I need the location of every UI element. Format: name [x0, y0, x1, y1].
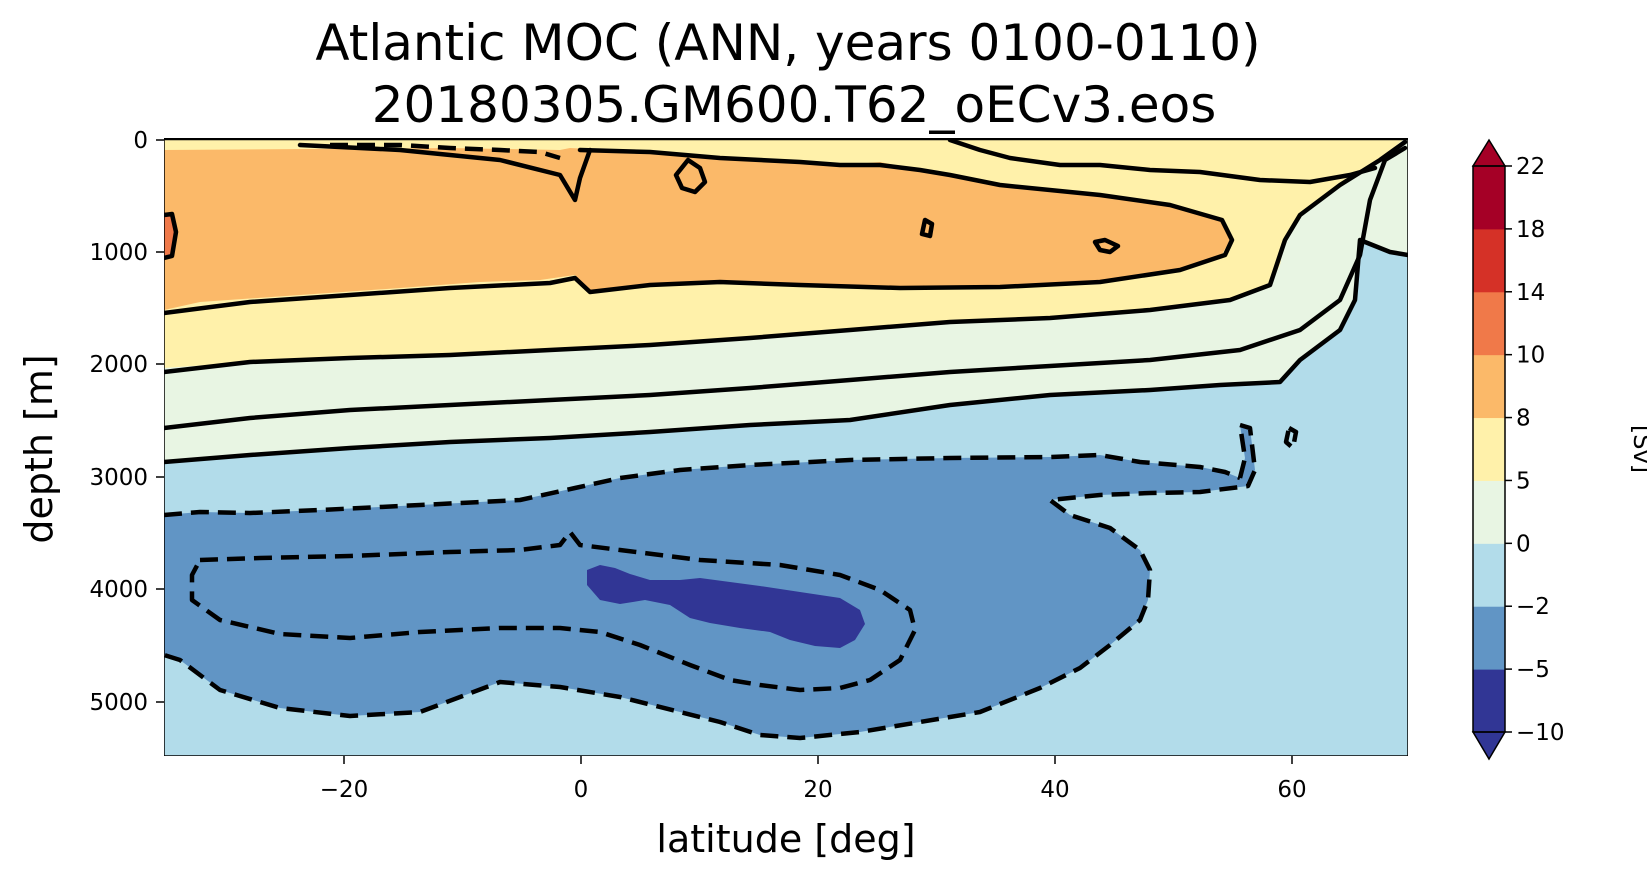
y-axis: 0 1000 2000 3000 4000 5000 depth [m] [17, 128, 164, 716]
colorbar-tick-label: 18 [1516, 217, 1545, 243]
colorbar-bands [1473, 166, 1505, 733]
negative-contours [164, 142, 1299, 741]
overturning-core-8-10 [164, 148, 1230, 310]
colorbar-tick-label: −10 [1516, 720, 1565, 746]
y-tick-label: 2000 [89, 352, 148, 378]
x-tick-label: 40 [1040, 777, 1069, 803]
y-tick-label: 1000 [89, 240, 148, 266]
colorbar-tick-label: −2 [1516, 594, 1550, 620]
colorbar-band [1473, 354, 1505, 419]
plot-area [164, 138, 1408, 756]
colorbar-ticks: −10 −5 −2 0 5 8 10 14 18 22 [1505, 154, 1565, 746]
x-axis: −20 0 20 40 60 latitude [deg] [320, 756, 1307, 861]
colorbar-label: [Sv] [1628, 425, 1647, 473]
colorbar-tick-label: 0 [1516, 531, 1531, 557]
y-tick-label: 4000 [89, 577, 148, 603]
x-tick-label: −20 [320, 777, 369, 803]
y-axis-label: depth [m] [17, 354, 61, 543]
x-axis-label: latitude [deg] [656, 817, 915, 861]
colorbar-band [1473, 228, 1505, 293]
colorbar-band [1473, 480, 1505, 544]
colorbar-band [1473, 669, 1505, 733]
colorbar-tick-label: 8 [1516, 406, 1531, 432]
colorbar-tick-label: −5 [1516, 657, 1550, 683]
colorbar: −10 −5 −2 0 5 8 10 14 18 22 [Sv] [1471, 138, 1647, 761]
chart-title-line1: Atlantic MOC (ANN, years 0100-0110) [315, 14, 1260, 72]
colorbar-frame [1472, 165, 1506, 733]
colorbar-band [1473, 291, 1505, 356]
y-tick-label: 3000 [89, 465, 148, 491]
colorbar-tick-label: 5 [1516, 468, 1531, 494]
abyssal-core-below-neg5 [587, 565, 865, 648]
colorbar-extend-min [1471, 731, 1507, 761]
x-tick-label: 20 [803, 777, 832, 803]
y-tick-label: 0 [133, 128, 148, 154]
chart-title-line2: 20180305.GM600.T62_oECv3.eos [372, 76, 1217, 134]
colorbar-tick-label: 14 [1516, 280, 1545, 306]
x-tick-label: 0 [574, 777, 589, 803]
colorbar-band [1473, 543, 1505, 607]
colorbar-band [1473, 606, 1505, 670]
colorbar-band [1473, 417, 1505, 481]
y-tick-label: 5000 [89, 690, 148, 716]
colorbar-extend-max [1471, 138, 1507, 167]
x-tick-label: 60 [1277, 777, 1306, 803]
positive-contours [164, 138, 1408, 465]
colorbar-tick-label: 22 [1516, 154, 1545, 180]
colorbar-band [1473, 166, 1505, 230]
colorbar-tick-label: 10 [1516, 343, 1545, 369]
